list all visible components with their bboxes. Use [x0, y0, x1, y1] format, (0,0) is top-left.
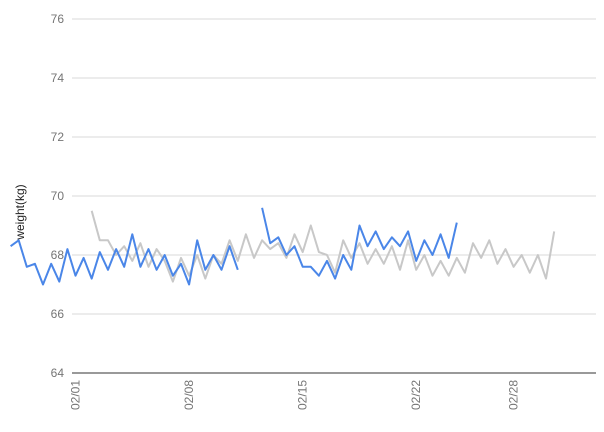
x-tick-label: 02/08: [182, 380, 196, 410]
x-tick-label: 02/01: [69, 380, 83, 410]
y-tick-label: 64: [51, 366, 65, 380]
series-lines: [10, 207, 556, 286]
y-axis-title: weight(kg): [13, 184, 27, 240]
series-line-1: [90, 210, 556, 283]
gridlines: [72, 18, 596, 374]
series-line-2: [10, 207, 458, 286]
x-tick-label: 02/28: [507, 380, 521, 410]
x-tick-label: 02/22: [409, 380, 423, 410]
x-axis-ticks: 02/01 02/08 02/15 02/22 02/28: [69, 380, 521, 410]
y-tick-label: 68: [51, 248, 65, 262]
y-tick-label: 72: [51, 130, 65, 144]
x-tick-label: 02/15: [296, 380, 310, 410]
y-tick-label: 66: [51, 307, 65, 321]
y-tick-label: 74: [51, 71, 65, 85]
y-tick-label: 70: [51, 189, 65, 203]
y-tick-label: 76: [51, 12, 65, 26]
y-axis-ticks: 64 66 68 70 72 74 76: [51, 12, 65, 380]
